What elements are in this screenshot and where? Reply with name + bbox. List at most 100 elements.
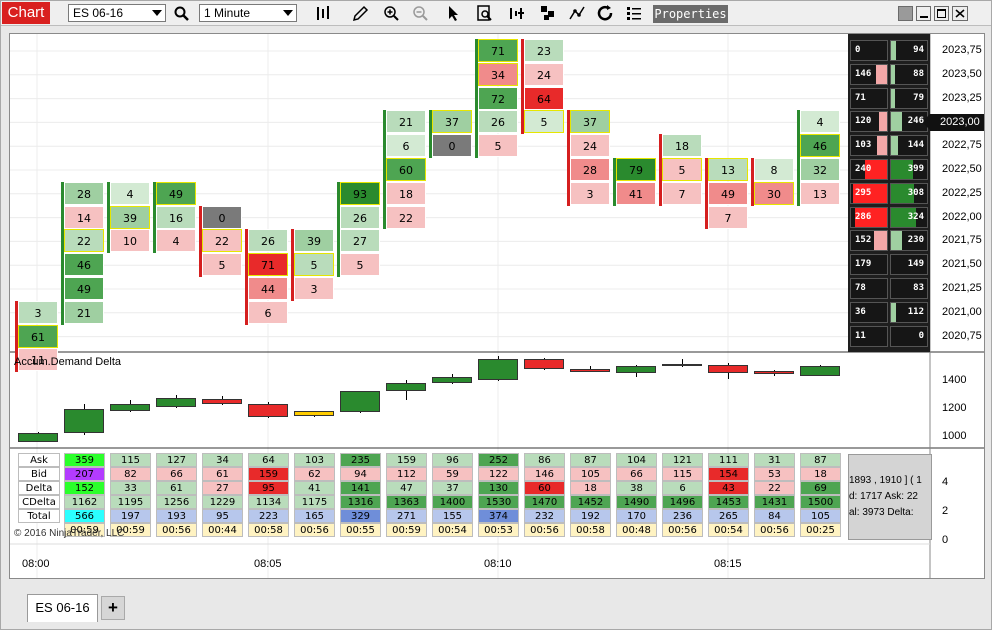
chart-menu-button[interactable]: Chart bbox=[2, 2, 50, 24]
time-label: 08:10 bbox=[484, 558, 512, 570]
tile-icon[interactable] bbox=[898, 6, 913, 21]
stats-cell: 271 bbox=[386, 509, 427, 523]
ladder-bid-value: 295 bbox=[855, 187, 872, 198]
close-icon[interactable] bbox=[952, 6, 968, 21]
refresh-icon[interactable] bbox=[596, 4, 615, 23]
indicator-axis-label: 1200 bbox=[942, 402, 967, 414]
stats-cell: 104 bbox=[616, 453, 657, 467]
stats-cell: 1431 bbox=[754, 495, 795, 509]
footprint-cell: 3 bbox=[18, 300, 58, 324]
stats-cell: 159 bbox=[386, 453, 427, 467]
pencil-icon[interactable] bbox=[351, 4, 370, 23]
bar-side-indicator bbox=[751, 158, 754, 206]
stats-cell: 115 bbox=[662, 467, 703, 481]
ladder-bid: 295 bbox=[850, 182, 888, 204]
footprint-cell: 7 bbox=[708, 205, 748, 229]
footprint-cell: 37 bbox=[432, 110, 472, 134]
stats-cell: 141 bbox=[340, 481, 381, 495]
ladder-ask-fill bbox=[891, 64, 895, 84]
stats-cell: 121 bbox=[662, 453, 703, 467]
stats-cell: 103 bbox=[294, 453, 335, 467]
footprint-cell: 3 bbox=[294, 277, 334, 300]
properties-button[interactable]: Properties bbox=[653, 5, 728, 23]
ladder-ask-fill bbox=[891, 88, 895, 108]
stats-cell: 00:44 bbox=[202, 523, 243, 537]
stats-cell: 329 bbox=[340, 509, 381, 523]
zoom-out-icon[interactable] bbox=[411, 4, 430, 23]
ladder-bid-fill bbox=[852, 183, 887, 203]
maximize-icon[interactable] bbox=[934, 6, 949, 21]
candle-body bbox=[202, 398, 242, 404]
chart-panel[interactable]: 3 61 11 28 14 22 46 49 21 4 39 10 49 16 4 0 22 5 26 71 44 6 39… bbox=[9, 33, 985, 579]
stats-cell: 86 bbox=[524, 453, 565, 467]
candle-body bbox=[524, 359, 564, 369]
instrument-selector[interactable]: ES 06-16 bbox=[68, 4, 166, 22]
ladder-ask-fill bbox=[891, 207, 917, 227]
price-label: 2023,25 bbox=[942, 91, 982, 104]
info-line: al: 3973 Delta: bbox=[849, 507, 914, 518]
strategies-icon[interactable] bbox=[539, 4, 558, 23]
bar-side-indicator bbox=[705, 158, 708, 230]
bar-side-indicator bbox=[291, 229, 294, 301]
stats-cell: 146 bbox=[524, 467, 565, 481]
stats-cell: 193 bbox=[156, 509, 197, 523]
drawing-tools-icon[interactable] bbox=[568, 4, 587, 23]
data-box-icon[interactable] bbox=[475, 4, 494, 23]
footprint-cell: 39 bbox=[294, 229, 334, 253]
candle-body bbox=[18, 433, 58, 442]
zoom-in-icon[interactable] bbox=[382, 4, 401, 23]
ladder-ask-fill bbox=[891, 183, 915, 203]
ladder-ask-value: 324 bbox=[907, 211, 924, 222]
bar-side-indicator bbox=[429, 110, 432, 158]
footprint-cell: 4 bbox=[110, 181, 150, 205]
stats-cell: 33 bbox=[110, 481, 151, 495]
ladder-ask-fill bbox=[891, 302, 897, 322]
stats-cell: 61 bbox=[202, 467, 243, 481]
search-icon[interactable] bbox=[172, 4, 191, 23]
candle-body bbox=[110, 403, 150, 411]
stats-cell: 61 bbox=[156, 481, 197, 495]
stats-cell: 00:48 bbox=[616, 523, 657, 537]
footprint-cell: 22 bbox=[386, 205, 426, 229]
pointer-icon[interactable] bbox=[444, 4, 463, 23]
ladder-ask-fill bbox=[891, 41, 897, 60]
footprint-cell: 0 bbox=[432, 134, 472, 158]
stats-cell: 00:59 bbox=[110, 523, 151, 537]
ladder-bid: 120 bbox=[850, 111, 888, 133]
footprint-cell: 5 bbox=[662, 158, 702, 181]
ladder-bid-value: 0 bbox=[855, 45, 861, 55]
stats-cell: 62 bbox=[294, 467, 335, 481]
interval-selector[interactable]: 1 Minute bbox=[199, 4, 297, 22]
add-tab-button[interactable]: + bbox=[101, 596, 125, 620]
stats-cell: 64 bbox=[248, 453, 289, 467]
price-label: 2021,50 bbox=[942, 258, 982, 271]
stats-cell: 170 bbox=[616, 509, 657, 523]
footprint-cell: 4 bbox=[156, 229, 196, 253]
ladder-ask: 324 bbox=[890, 206, 928, 228]
footprint-cell: 61 bbox=[18, 324, 58, 348]
stats-cell: 1195 bbox=[110, 495, 151, 509]
indicators-icon[interactable] bbox=[508, 4, 527, 23]
candle-body bbox=[662, 363, 702, 366]
ladder-bid: 179 bbox=[850, 254, 888, 276]
bar-type-icon[interactable] bbox=[314, 4, 333, 23]
chevron-down-icon bbox=[283, 10, 293, 16]
stats-cell: 197 bbox=[110, 509, 151, 523]
price-label: 2021,25 bbox=[942, 282, 982, 294]
footprint-cell: 24 bbox=[524, 62, 564, 86]
minimize-icon[interactable] bbox=[916, 6, 931, 21]
footprint-cell: 0 bbox=[202, 205, 242, 229]
ladder-ask-fill bbox=[891, 112, 902, 132]
ladder-ask-fill bbox=[891, 160, 913, 179]
tab-es-06-16[interactable]: ES 06-16 bbox=[27, 594, 98, 622]
interval-value: 1 Minute bbox=[204, 6, 251, 20]
footprint-cell: 49 bbox=[64, 277, 104, 300]
ladder-ask-value: 308 bbox=[907, 187, 924, 198]
ladder-bid: 146 bbox=[850, 63, 888, 85]
stats-cell: 236 bbox=[662, 509, 703, 523]
stats-cell: 22 bbox=[754, 481, 795, 495]
list-icon[interactable] bbox=[625, 4, 644, 23]
bar-side-indicator bbox=[337, 181, 340, 277]
ladder-ask-value: 246 bbox=[907, 116, 924, 127]
